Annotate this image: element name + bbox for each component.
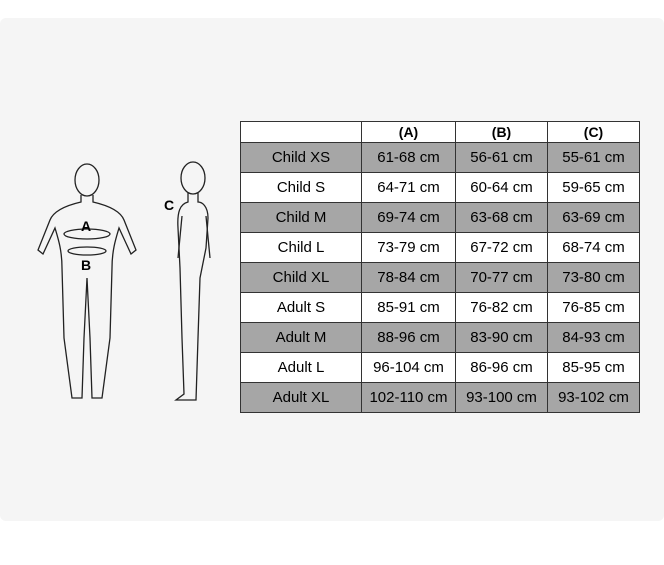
label-c: C [164,197,174,213]
measure-a-cell: 78-84 cm [361,262,456,293]
measure-a-cell: 73-79 cm [361,232,456,263]
size-cell: Adult XL [240,382,362,413]
front-body-figure [37,163,137,399]
measure-a-cell: 85-91 cm [361,292,456,323]
size-cell: Adult L [240,352,362,383]
header-b: (B) [455,121,548,143]
size-cell: Child XL [240,262,362,293]
size-cell: Child XS [240,142,362,173]
measure-c-cell: 59-65 cm [547,172,640,203]
measure-b-cell: 93-100 cm [455,382,548,413]
measure-b-cell: 83-90 cm [455,322,548,353]
size-chart-table: (A) (B) (C) Child XS 61-68 cm 56-61 cm 55-6… [240,121,640,413]
measure-b-cell: 63-68 cm [455,202,548,233]
table-row: Child XL 78-84 cm 70-77 cm 73-80 cm [240,262,640,293]
measure-a-cell: 88-96 cm [361,322,456,353]
side-body-figure [174,161,211,401]
table-row: Child S 64-71 cm 60-64 cm 59-65 cm [240,172,640,203]
size-cell: Child L [240,232,362,263]
measure-a-cell: 64-71 cm [361,172,456,203]
body-measurement-diagram: A B C [37,161,211,401]
measure-a-cell: 69-74 cm [361,202,456,233]
size-cell: Adult S [240,292,362,323]
table-row: Child M 69-74 cm 63-68 cm 63-69 cm [240,202,640,233]
table-row: Adult M 88-96 cm 83-90 cm 84-93 cm [240,322,640,353]
header-c: (C) [547,121,640,143]
measure-c-cell: 68-74 cm [547,232,640,263]
measure-c-cell: 63-69 cm [547,202,640,233]
size-cell: Adult M [240,322,362,353]
measure-c-cell: 55-61 cm [547,142,640,173]
table-row: Adult XL 102-110 cm 93-100 cm 93-102 cm [240,382,640,413]
measure-b-cell: 56-61 cm [455,142,548,173]
measure-b-cell: 60-64 cm [455,172,548,203]
measure-c-cell: 85-95 cm [547,352,640,383]
size-cell: Child S [240,172,362,203]
measure-b-cell: 86-96 cm [455,352,548,383]
label-a: A [81,218,91,234]
measure-c-cell: 93-102 cm [547,382,640,413]
measure-a-cell: 96-104 cm [361,352,456,383]
table-row: Child XS 61-68 cm 56-61 cm 55-61 cm [240,142,640,173]
table-header-row: (A) (B) (C) [240,121,640,143]
measure-c-cell: 73-80 cm [547,262,640,293]
table-row: Adult S 85-91 cm 76-82 cm 76-85 cm [240,292,640,323]
measure-c-cell: 76-85 cm [547,292,640,323]
size-cell: Child M [240,202,362,233]
header-size [240,121,362,143]
measure-a-cell: 102-110 cm [361,382,456,413]
header-a: (A) [361,121,456,143]
label-b: B [81,257,91,273]
measure-b-cell: 70-77 cm [455,262,548,293]
measure-a-cell: 61-68 cm [361,142,456,173]
table-row: Child L 73-79 cm 67-72 cm 68-74 cm [240,232,640,263]
measure-b-cell: 76-82 cm [455,292,548,323]
measure-b-cell: 67-72 cm [455,232,548,263]
table-row: Adult L 96-104 cm 86-96 cm 85-95 cm [240,352,640,383]
measure-c-cell: 84-93 cm [547,322,640,353]
